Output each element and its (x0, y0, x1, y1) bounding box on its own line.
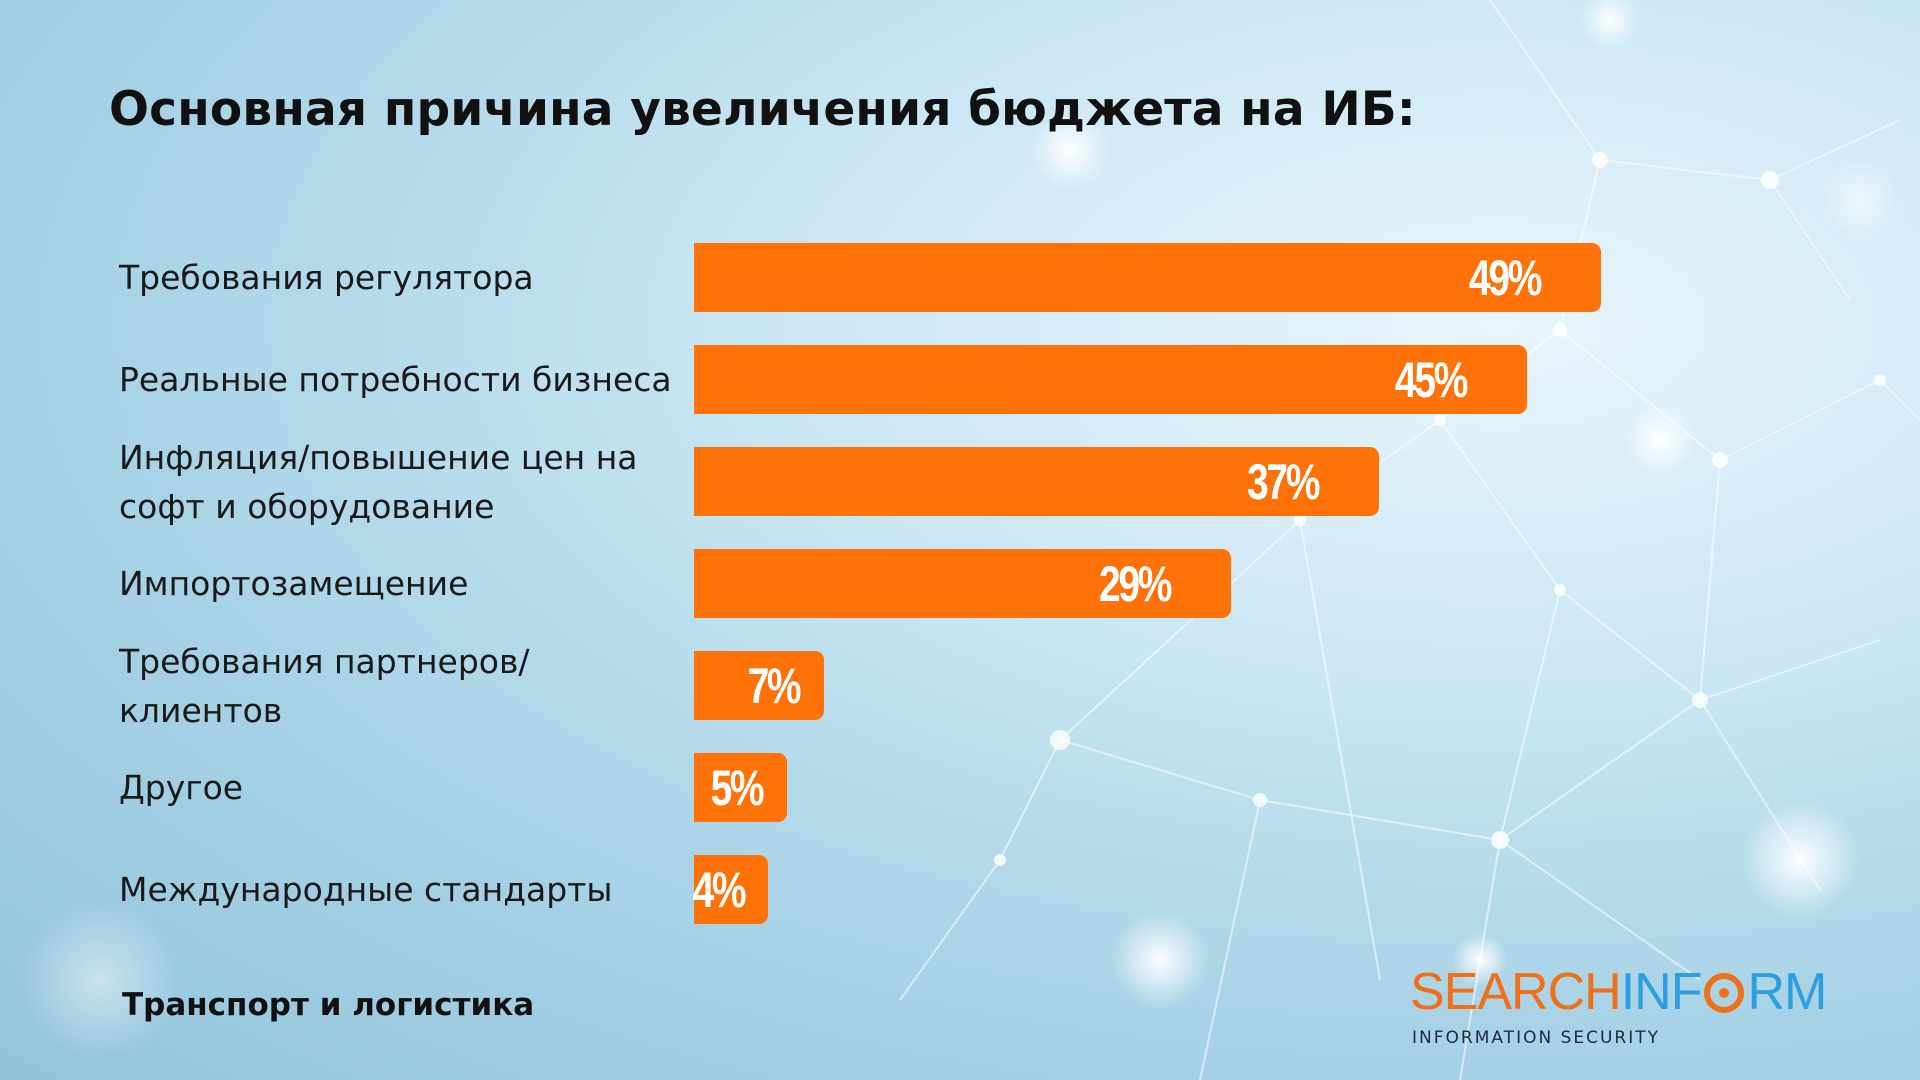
category-label-line: Инфляция/повышение цен на (119, 437, 638, 477)
bar-value-label: 37% (1247, 453, 1320, 510)
bar-value-label: 5% (710, 759, 765, 816)
searchinform-logo: SEARCHINF RM INFORMATION SECURITY (1410, 962, 1830, 1052)
category-label: Импортозамещение (119, 559, 679, 608)
logo-word-search: SEARCH (1410, 963, 1622, 1021)
bar: 45% (694, 345, 1527, 414)
bar: 37% (694, 447, 1379, 516)
category-label-line: Международные стандарты (119, 870, 613, 909)
category-label-line: Требования регулятора (119, 258, 534, 297)
category-label: Требования партнеров/клиентов (119, 637, 679, 735)
category-label: Международные стандарты (119, 865, 679, 914)
bar-value-label: 49% (1469, 249, 1542, 306)
logo-subtitle: INFORMATION SECURITY (1412, 1028, 1661, 1048)
category-label-line: Требования партнеров/ (119, 641, 530, 681)
category-label-line: Реальные потребности бизнеса (119, 360, 672, 399)
chart-title: Основная причина увеличения бюджета на И… (109, 82, 1416, 137)
bar-value-label: 45% (1395, 351, 1468, 408)
logo-word-rm: RM (1747, 963, 1827, 1021)
bar-value-label: 29% (1099, 555, 1172, 612)
footer-caption: Транспорт и логистика (122, 987, 535, 1023)
category-label: Инфляция/повышение цен на софт и оборудов… (119, 433, 679, 531)
bar: 7% (694, 651, 824, 720)
category-label: Реальные потребности бизнеса (119, 355, 679, 404)
category-label: Требования регулятора (119, 253, 679, 302)
bar-value-label: 4% (692, 861, 746, 918)
bar: 4% (692, 855, 768, 924)
logo-word-inf: INF (1620, 963, 1703, 1021)
category-label-line: клиентов (119, 690, 283, 730)
bar: 49% (694, 243, 1601, 312)
bar: 29% (694, 549, 1231, 618)
category-label-line: Импортозамещение (119, 564, 469, 603)
category-label-line: Другое (119, 768, 244, 807)
category-label: Другое (119, 763, 679, 812)
bar-value-label: 7% (747, 657, 802, 714)
bar: 5% (694, 753, 787, 822)
logo-target-icon (1704, 973, 1745, 1013)
category-label-line: софт и оборудование (119, 486, 495, 526)
logo-wordmark: SEARCHINF RM (1410, 962, 1827, 1022)
